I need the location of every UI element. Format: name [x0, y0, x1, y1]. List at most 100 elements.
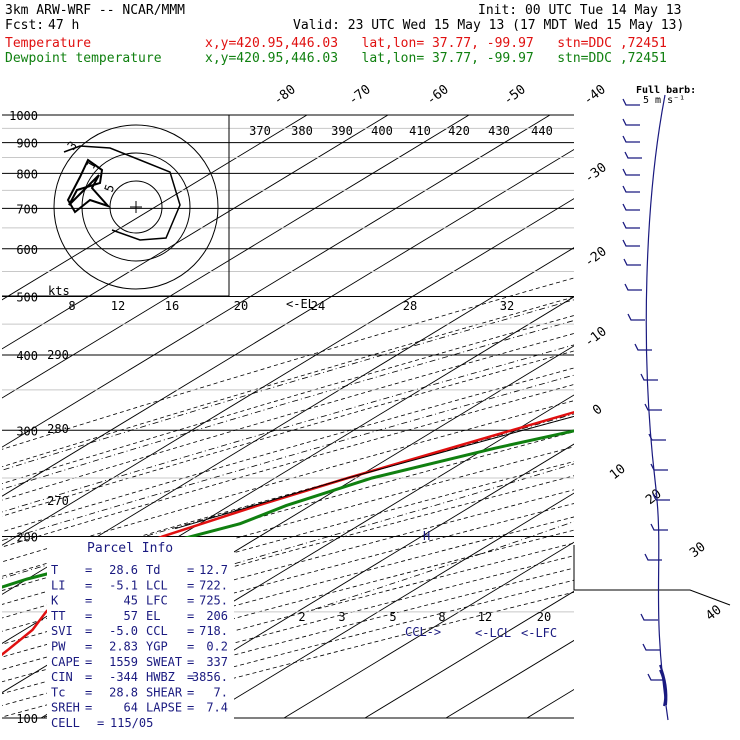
- mixing-ratio-label-3: 3: [338, 610, 345, 624]
- isotherms: [2, 115, 574, 718]
- wind-barb-5: [622, 185, 640, 193]
- lcl-marker: <-LCL: [475, 626, 511, 640]
- pressure-lines: [2, 114, 574, 719]
- isotherm-0: [364, 590, 574, 718]
- parcel-row-1-value1: -5.1: [109, 578, 138, 592]
- parcel-cell-label: CELL: [51, 716, 80, 730]
- wind-barb-16: [650, 463, 668, 471]
- isotherm--80: [2, 198, 574, 546]
- parcel-info-title: Parcel Info: [87, 541, 173, 556]
- parcel-row-4-value1: -5.0: [109, 624, 138, 638]
- dry-adiabat-360: [2, 461, 574, 619]
- wind-barb-6: [622, 203, 640, 211]
- valid-time: Valid: 23 UTC Wed 15 May 13 (17 MDT Wed …: [293, 18, 685, 33]
- mixing-ratio-label-8: 8: [438, 610, 445, 624]
- wind-barb-2: [622, 135, 640, 143]
- parcel-row-0-value1: 28.6: [109, 563, 138, 577]
- wind-barb-10: [624, 283, 642, 291]
- wind-barb-14: [644, 403, 662, 411]
- parcel-row-5-value1: 2.83: [109, 640, 138, 654]
- parcel-info-panel: [47, 537, 234, 732]
- dry-adiabat-350: [2, 446, 574, 605]
- wind-barb-17: [652, 493, 670, 501]
- parcel-row-3-label2: EL: [146, 609, 160, 623]
- forecast-hour: 47 h: [48, 18, 80, 33]
- parcel-row-1-label2: LCL: [146, 578, 168, 592]
- parcel-row-7-label1: CIN: [51, 670, 73, 684]
- wind-barb-cluster: [659, 664, 668, 707]
- dry-adiabat-270: [2, 315, 574, 485]
- model-title: 3km ARW-WRF -- NCAR/MMM: [5, 3, 186, 18]
- parcel-row-6-value2: 337: [206, 655, 228, 669]
- parcel-row-8-eq2: =: [187, 685, 194, 699]
- parcel-row-2-eq2: =: [187, 594, 194, 608]
- pressure-label-300: 300: [16, 424, 38, 438]
- parcel-row-0-value2: 12.7: [199, 563, 228, 577]
- theta-label-430: 430: [488, 124, 510, 138]
- theta-e-label-8: 8: [68, 299, 75, 313]
- theta-label-420: 420: [448, 124, 470, 138]
- isotherm--30: [121, 443, 574, 718]
- dewpoint-location: x,y=420.95,446.03 lat,lon= 37.77, -99.97…: [205, 51, 667, 66]
- moist-adiabat-20: [2, 413, 574, 579]
- pressure-label-900: 900: [16, 137, 38, 151]
- moist-adiabats: [2, 299, 574, 613]
- wind-barb-18: [650, 523, 668, 531]
- parcel-row-4-label1: SVI: [51, 624, 73, 638]
- dewpoint-legend: Dewpoint temperature: [5, 51, 162, 66]
- parcel-row-4-eq1: =: [85, 624, 92, 638]
- wind-barb-7: [622, 221, 640, 229]
- theta-label-410: 410: [409, 124, 431, 138]
- isotherm-label--50: -50: [501, 82, 529, 108]
- isotherm--90: [2, 148, 574, 497]
- pressure-label-800: 800: [16, 167, 38, 181]
- hodograph-units-label: kts: [48, 284, 70, 298]
- isotherm-label-10: 10: [607, 462, 629, 483]
- init-time: Init: 00 UTC Tue 14 May 13: [478, 3, 682, 18]
- wind-barb-21: [642, 643, 660, 651]
- parcel-trace: [174, 415, 574, 530]
- h-marker: H: [423, 529, 430, 543]
- wind-barb-15: [648, 433, 666, 441]
- parcel-row-9-value2: 7.4: [206, 701, 228, 715]
- isotherm--110: [2, 115, 470, 399]
- parcel-row-7-value2: 3856.: [192, 670, 228, 684]
- parcel-row-4-value2: 718.: [199, 624, 228, 638]
- theta-label-400: 400: [371, 124, 393, 138]
- parcel-row-6-eq2: =: [187, 655, 194, 669]
- dry-adiabat-310: [2, 384, 574, 548]
- wind-barb-1: [622, 118, 640, 126]
- parcel-row-0-eq1: =: [85, 563, 92, 577]
- isotherm--10: [283, 541, 574, 718]
- wind-barb-13: [640, 373, 658, 381]
- theta-label-390: 390: [331, 124, 353, 138]
- wind-profile-staff: [645, 94, 669, 721]
- parcel-row-3-eq2: =: [187, 609, 194, 623]
- parcel-row-7-value1: -344: [109, 670, 138, 684]
- parcel-row-9-label1: SREH: [51, 701, 80, 715]
- isotherm-label--10: -10: [582, 324, 610, 350]
- wind-barb-9: [623, 258, 641, 266]
- parcel-row-8-label2: SHEAR: [146, 685, 183, 699]
- barb-panel-edge: [573, 545, 731, 606]
- parcel-row-2-label2: LFC: [146, 594, 168, 608]
- wind-barb-3: [624, 151, 642, 159]
- parcel-row-5-eq2: =: [187, 640, 194, 654]
- isotherm--20: [202, 492, 574, 718]
- parcel-cell-eq: =: [97, 716, 104, 730]
- theta-e-label-20: 20: [234, 299, 248, 313]
- isotherm-label-40: 40: [703, 603, 725, 624]
- parcel-row-0-label1: T: [51, 563, 58, 577]
- wind-barb-4: [622, 168, 640, 176]
- parcel-row-5-label2: YGP: [146, 640, 168, 654]
- wind-barb-12: [634, 343, 652, 351]
- moist-adiabat-12: [2, 374, 574, 541]
- pressure-label-1000: 1000: [9, 109, 38, 123]
- parcel-row-6-eq1: =: [85, 655, 92, 669]
- forecast-label: Fcst:: [5, 18, 45, 33]
- parcel-cell-value: 115/05: [110, 716, 153, 730]
- wind-barb-19: [644, 553, 662, 561]
- parcel-row-8-label1: Tc: [51, 685, 65, 699]
- parcel-info-table: Parcel Info T = 28.6 Td = 12.7 LI = -5.1 LCL = 722.…: [51, 541, 228, 730]
- isotherm-label--70: -70: [346, 82, 374, 108]
